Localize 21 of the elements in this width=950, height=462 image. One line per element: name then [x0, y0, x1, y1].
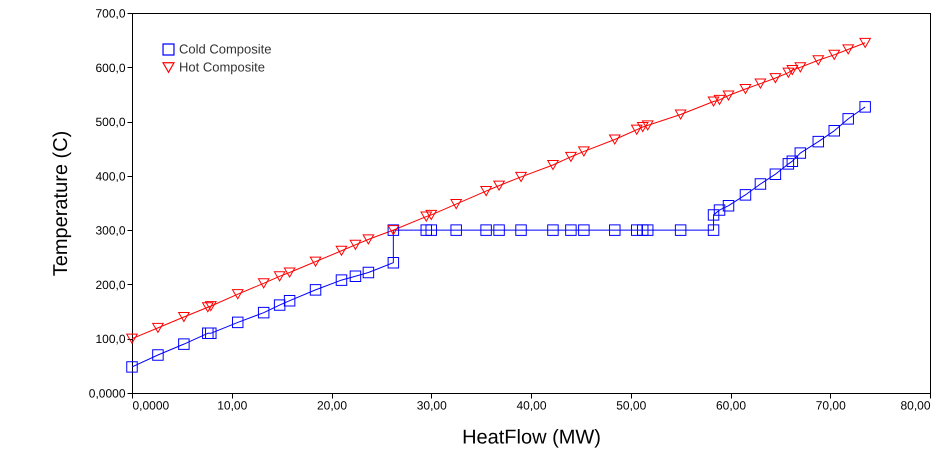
y-tick-label: 700,0	[95, 6, 126, 20]
x-tick-label: 70,00	[816, 398, 846, 412]
legend-label: Cold Composite	[179, 42, 272, 56]
legend-label: Hot Composite	[179, 60, 265, 74]
y-tick-label: 0,0000	[88, 386, 126, 400]
y-tick-label: 500,0	[95, 115, 126, 130]
y-tick-label: 100,0	[95, 332, 126, 346]
y-axis-title: Temperature (C)	[50, 130, 72, 276]
x-axis-title: HeatFlow (MW)	[462, 426, 601, 448]
x-tick-label: 30,00	[416, 398, 448, 412]
x-tick-label: 60,00	[716, 398, 746, 412]
y-tick-label: 200,0	[95, 278, 126, 292]
x-tick-label: 10,00	[217, 398, 248, 412]
x-tick-label: 0,0000	[132, 398, 170, 412]
y-tick-label: 600,0	[95, 60, 126, 75]
x-tick-label: 20,00	[316, 398, 348, 412]
x-tick-label: 80,00	[900, 398, 931, 412]
x-tick-label: 40,00	[516, 398, 547, 412]
y-tick-label: 300,0	[95, 224, 126, 238]
y-tick-label: 400,0	[95, 169, 126, 184]
x-tick-label: 50,00	[616, 398, 647, 412]
